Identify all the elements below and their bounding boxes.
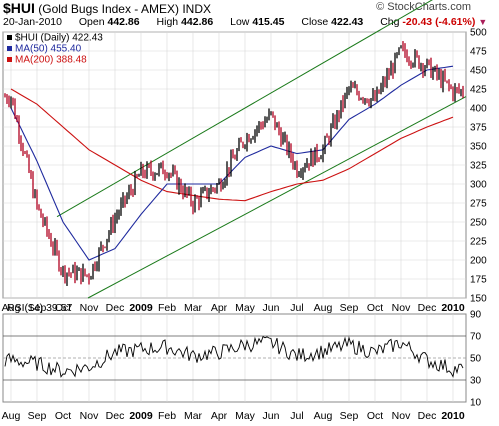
x-tick-label: Feb: [158, 302, 176, 314]
x-tick-label: 2009: [129, 302, 153, 314]
y-tick-label: 500: [470, 28, 487, 39]
rsi-x-tick-label: 2010: [441, 410, 465, 422]
x-tick-label: Dec: [106, 302, 125, 314]
quote-date: 20-Jan-2010: [3, 16, 62, 28]
rsi-x-tick-label: Aug: [2, 410, 21, 422]
rsi-x-tick-label: Sep: [28, 410, 47, 422]
rsi-y-tick-label: 30: [470, 376, 482, 387]
y-tick-label: 475: [470, 47, 487, 58]
rsi-x-tick-label: May: [235, 410, 256, 422]
x-tick-label: 2010: [441, 302, 465, 314]
x-tick-label: Dec: [418, 302, 437, 314]
legend-swatch: [7, 35, 12, 40]
x-tick-label: Sep: [28, 302, 47, 314]
y-tick-label: 375: [470, 123, 487, 134]
index-name: (Gold Bugs Index - AMEX): [38, 2, 179, 16]
rsi-x-tick-label: Feb: [158, 410, 176, 422]
rsi-x-tick-label: 2009: [129, 410, 153, 422]
low-label: Low: [230, 16, 250, 28]
open-label: Open: [78, 16, 105, 28]
rsi-line: [4, 335, 464, 378]
x-tick-label: Aug: [2, 302, 21, 314]
y-tick-label: 175: [470, 275, 487, 286]
legend-swatch: [7, 46, 12, 51]
rsi-x-tick-label: Jun: [263, 410, 280, 422]
exchange: INDX: [182, 2, 211, 16]
chg-value: -20.43 (-4.61%): [402, 16, 476, 28]
rsi-y-tick-label: 70: [470, 332, 482, 343]
y-tick-label: 350: [470, 142, 487, 153]
rsi-x-tick-label: Oct: [55, 410, 71, 422]
rsi-y-tick-label: 50: [470, 354, 482, 365]
open-value: 442.86: [107, 16, 140, 28]
rsi-y-tick-label: 90: [470, 310, 482, 321]
y-tick-label: 400: [470, 104, 487, 115]
y-tick-label: 250: [470, 218, 487, 229]
legend-entry: MA(200) 388.48: [15, 55, 87, 66]
y-tick-label: 325: [470, 161, 487, 172]
rsi-x-tick-label: Apr: [211, 410, 228, 422]
quote-line: 20-Jan-2010 Open 442.86 High 442.86 Low …: [3, 16, 487, 28]
y-tick-label: 425: [470, 85, 487, 96]
x-tick-label: May: [235, 302, 256, 314]
chg-label: Chg: [380, 16, 400, 28]
channel-upper-line: [56, 0, 433, 218]
y-tick-label: 450: [470, 66, 487, 77]
rsi-x-tick-label: Mar: [184, 410, 203, 422]
x-tick-label: Jul: [290, 302, 303, 314]
x-tick-label: Oct: [367, 302, 383, 314]
x-tick-label: Oct: [55, 302, 71, 314]
close-label: Close: [301, 16, 329, 28]
rsi-y-tick-label: 10: [470, 398, 482, 409]
rsi-x-tick-label: Jul: [290, 410, 303, 422]
high-value: 442.86: [181, 16, 214, 28]
rsi-x-tick-label: Nov: [392, 410, 411, 422]
legend-swatch: [7, 57, 12, 62]
low-value: 415.45: [252, 16, 285, 28]
rsi-x-tick-label: Sep: [340, 410, 359, 422]
y-tick-label: 200: [470, 256, 487, 267]
high-label: High: [156, 16, 179, 28]
rsi-x-tick-label: Oct: [367, 410, 383, 422]
brand-watermark: © StockCharts.com: [376, 1, 471, 13]
chart-title: $HUI (Gold Bugs Index - AMEX) INDX: [3, 0, 211, 16]
symbol: $HUI: [3, 0, 35, 16]
rsi-label: RSI(14) 39.57: [7, 302, 73, 314]
x-tick-label: Nov: [392, 302, 411, 314]
y-tick-label: 225: [470, 237, 487, 248]
x-tick-label: Nov: [80, 302, 99, 314]
legend-entry: MA(50) 455.40: [15, 44, 82, 55]
ma200-line: [10, 88, 454, 202]
rsi-x-tick-label: Nov: [80, 410, 99, 422]
channel-lower-line: [87, 96, 467, 299]
x-tick-label: Mar: [184, 302, 203, 314]
ma50-line: [10, 65, 454, 261]
price-bars: [4, 41, 464, 286]
y-tick-label: 275: [470, 199, 487, 210]
rsi-x-tick-label: Aug: [314, 410, 333, 422]
rsi-x-tick-label: Dec: [106, 410, 125, 422]
close-value: 422.43: [331, 16, 364, 28]
x-tick-label: Sep: [340, 302, 359, 314]
y-tick-label: 150: [470, 294, 487, 305]
x-tick-label: Jun: [263, 302, 280, 314]
legend-entry: $HUI (Daily) 422.43: [15, 33, 103, 44]
rsi-x-tick-label: Dec: [418, 410, 437, 422]
x-tick-label: Aug: [314, 302, 333, 314]
x-tick-label: Apr: [211, 302, 228, 314]
y-tick-label: 300: [470, 180, 487, 191]
down-arrow-icon: ▼: [478, 17, 488, 27]
